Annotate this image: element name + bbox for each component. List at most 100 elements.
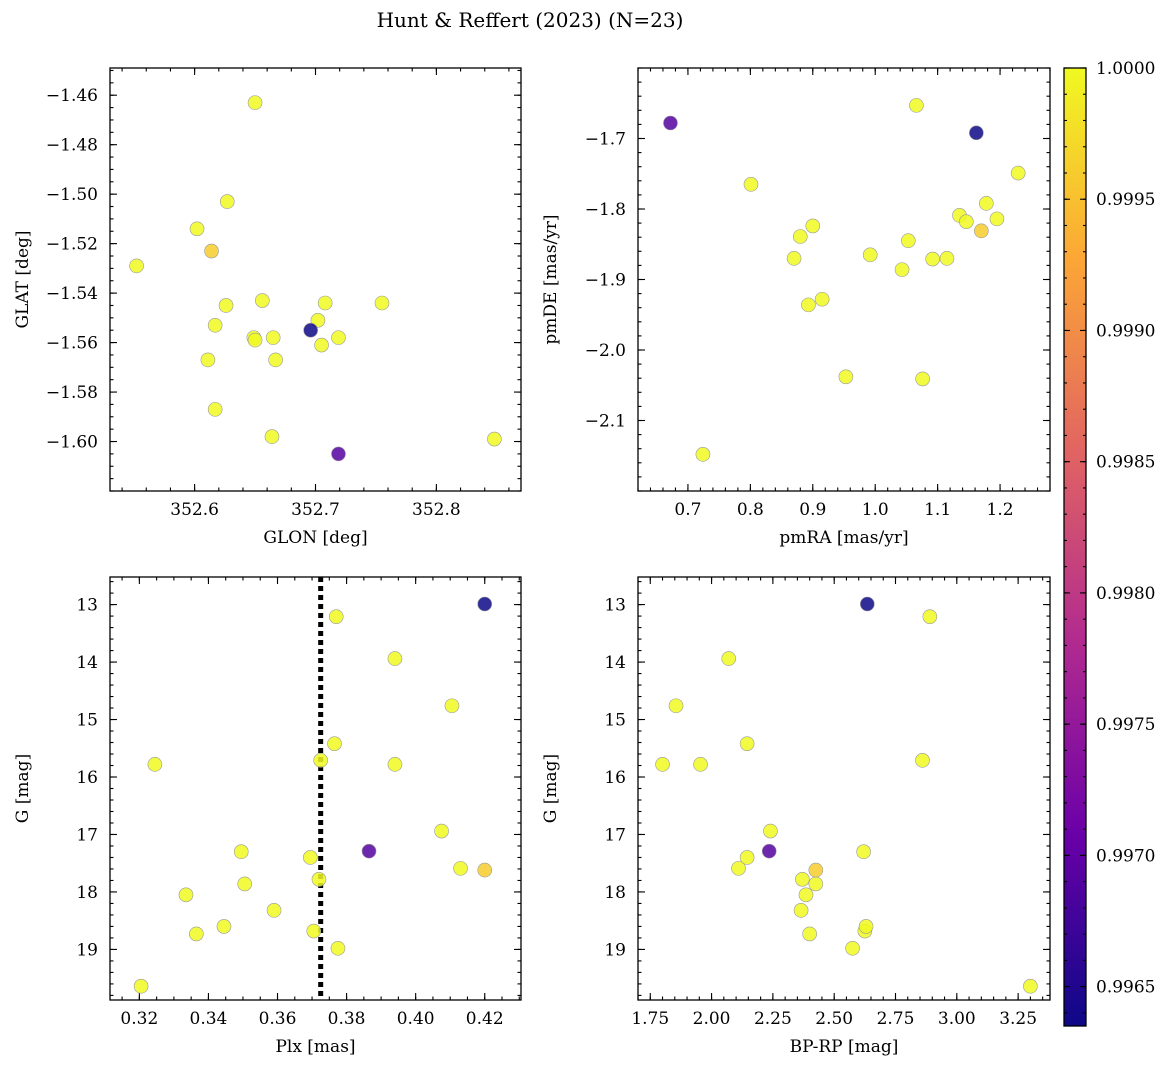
y-tick-label: 15 (604, 711, 626, 731)
y-tick-label: −1.52 (46, 235, 98, 255)
data-point (793, 903, 809, 918)
y-tick-label: 17 (76, 825, 98, 845)
data-point (133, 978, 149, 994)
colorbar-tick-label: 0.9975 (1096, 715, 1155, 735)
data-point (444, 698, 460, 714)
data-point (900, 233, 916, 249)
data-point (247, 332, 263, 348)
data-point (838, 369, 854, 385)
x-axis-label: Plx [mas] (275, 1037, 355, 1057)
data-point (303, 322, 318, 338)
data-point (845, 940, 860, 956)
data-point (668, 698, 684, 714)
data-point (189, 926, 204, 942)
x-tick-label: 2.00 (693, 1009, 731, 1029)
y-tick-label: −1.46 (46, 86, 98, 106)
y-tick-label: −1.8 (585, 200, 626, 220)
x-tick-label: 0.40 (397, 1009, 435, 1029)
data-point (330, 940, 346, 956)
data-point (268, 352, 283, 368)
data-point (743, 177, 759, 192)
data-point (328, 609, 344, 624)
data-point (189, 221, 205, 237)
data-point (237, 876, 252, 892)
y-tick-label: −1.60 (46, 433, 98, 453)
y-tick-label: 17 (604, 825, 626, 845)
data-point (317, 295, 333, 311)
y-tick-label: −1.58 (46, 383, 98, 403)
data-point (207, 317, 223, 333)
data-point (695, 447, 711, 462)
data-point (233, 844, 249, 860)
data-point (331, 446, 346, 462)
data-point (959, 214, 974, 229)
panel-bprp-g: 1.75 2.00 2.25 2.50 2.75 3.00 3.25 13 14 15 16 17 18… (541, 576, 1051, 1057)
data-point (795, 872, 810, 887)
data-point (786, 251, 802, 266)
data-point (303, 850, 318, 865)
data-point (487, 431, 502, 447)
x-tick-label: 2.25 (754, 1009, 792, 1029)
y-tick-label: −1.9 (585, 271, 626, 291)
colorbar-tick-label: 0.9970 (1096, 846, 1155, 866)
x-axis-label: BP-RP [mag] (790, 1037, 899, 1057)
data-point (314, 337, 329, 353)
data-point (255, 293, 270, 308)
data-point (798, 887, 814, 903)
data-point (763, 823, 778, 839)
x-tick-label: 0.36 (259, 1009, 297, 1029)
data-point (808, 876, 824, 892)
data-point (894, 262, 910, 277)
plot-frame (637, 67, 1051, 492)
data-point (739, 736, 755, 751)
data-point (922, 609, 938, 624)
data-point (313, 753, 328, 768)
y-tick-label: −1.50 (46, 185, 98, 205)
y-tick-label: 18 (604, 883, 626, 903)
x-tick-label: 1.2 (987, 500, 1014, 520)
data-point (761, 843, 777, 859)
data-point (915, 371, 930, 387)
x-tick-label: 0.34 (190, 1009, 228, 1029)
data-point (979, 196, 994, 211)
data-point (969, 125, 984, 141)
data-point (178, 887, 194, 903)
data-point (327, 736, 342, 751)
colorbar-gradient (1064, 68, 1086, 1026)
data-point (655, 757, 670, 772)
data-point (361, 843, 377, 859)
data-point (147, 757, 163, 772)
plot-frame (109, 67, 522, 492)
colorbar-tick-label: 0.9995 (1096, 190, 1155, 210)
data-point (663, 115, 678, 131)
y-axis-label: pmDE [mas/yr] (541, 214, 561, 344)
y-tick-label: 16 (604, 768, 626, 788)
x-axis-label: GLON [deg] (263, 528, 367, 548)
data-point (693, 757, 708, 772)
data-point (1023, 978, 1038, 994)
y-axis-label: G [mag] (13, 754, 33, 823)
x-tick-label: 352.6 (170, 500, 219, 520)
data-point (247, 95, 263, 110)
y-tick-label: −2.1 (585, 412, 626, 432)
data-point (793, 229, 808, 244)
data-point (856, 844, 871, 860)
data-point (721, 651, 737, 666)
data-point (862, 247, 878, 263)
data-point (739, 850, 755, 865)
y-axis-label: GLAT [deg] (13, 230, 33, 328)
data-point (915, 753, 930, 768)
data-point (218, 298, 234, 313)
y-tick-label: 18 (76, 883, 98, 903)
data-point (310, 313, 326, 328)
x-tick-label: 2.50 (815, 1009, 853, 1029)
panel-plx-g: 0.32 0.34 0.36 0.38 0.40 0.42 13 14 15 16 17 18 19 Pl… (13, 576, 522, 1057)
figure-title: Hunt & Reffert (2023) (N=23) (377, 8, 684, 32)
data-point (814, 291, 830, 307)
colorbar: 0.9965 0.9970 0.9975 0.9980 0.9985 0.9990 0.99… (1063, 59, 1155, 1027)
x-tick-label: 0.8 (737, 500, 764, 520)
data-point (207, 402, 223, 417)
x-tick-label: 0.9 (799, 500, 826, 520)
x-tick-label: 3.00 (938, 1009, 976, 1029)
data-point (802, 926, 817, 942)
